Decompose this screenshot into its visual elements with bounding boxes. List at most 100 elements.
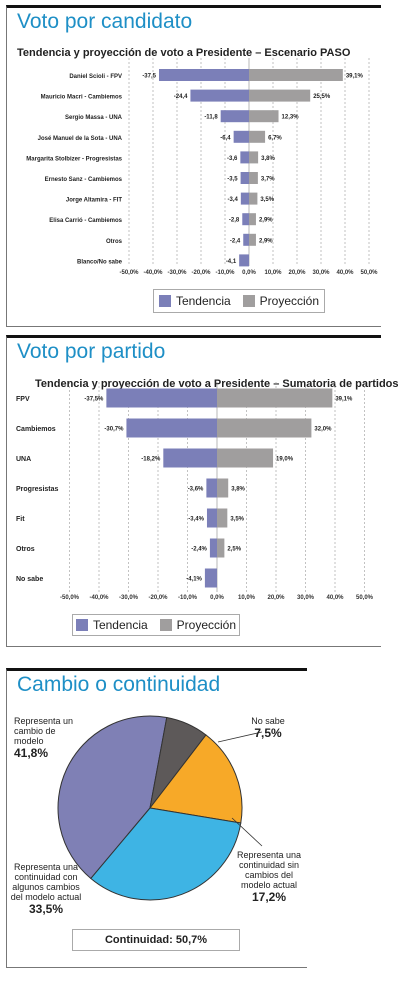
- slice-label-text: Representa un cambio de modelo: [14, 716, 74, 746]
- bar-tendencia: [239, 254, 249, 267]
- x-tick-label: 50,0%: [356, 595, 374, 601]
- x-tick-label: 0,0%: [242, 270, 256, 276]
- bar-chart-candidatos: -50,0% -40,0% -30,0% -20,0% -10,0% 0,0% 10,0% 2…: [26, 58, 378, 276]
- slice-label-continuidad-sin-cambios: Representa una continuidad sin cambios d…: [234, 850, 304, 904]
- category-label: José Manuel de la Sota - UNA: [38, 136, 123, 142]
- legend: Tendencia Proyección: [72, 614, 240, 636]
- category-label: Cambiemos: [16, 426, 56, 433]
- data-label-tendencia: -3,6%: [188, 487, 204, 493]
- x-tick-label: 20,0%: [267, 595, 285, 601]
- bar-proyeccion: [249, 233, 256, 246]
- pie-chart-cambio: [57, 715, 263, 901]
- category-label: Sergio Massa - UNA: [65, 115, 123, 121]
- bar-proyeccion: [249, 192, 258, 205]
- category-label: Margarita Stolbizer - Progresistas: [26, 156, 122, 162]
- panel-title: Voto por candidato: [17, 10, 193, 33]
- bar-tendencia: [206, 478, 217, 498]
- swatch-tendencia: [158, 295, 171, 307]
- data-label-proyeccion: 19,0%: [276, 457, 294, 463]
- category-label: UNA: [16, 456, 31, 463]
- bar-tendencia: [206, 508, 217, 528]
- x-tick-label: 20,0%: [288, 270, 306, 276]
- x-tick-label: -20,0%: [148, 595, 168, 601]
- x-tick-label: 40,0%: [336, 270, 354, 276]
- data-label-tendencia: -6,4: [220, 135, 231, 141]
- data-label-tendencia: -3,4%: [188, 517, 204, 523]
- pie-slice: [90, 807, 242, 901]
- x-tick-label: -40,0%: [89, 595, 109, 601]
- panel-voto-por-candidato: Voto por candidato Tendencia y proyecció…: [6, 5, 381, 327]
- bar-proyeccion: [249, 69, 343, 81]
- bar-proyeccion: [249, 172, 258, 184]
- slice-value: 33,5%: [28, 902, 64, 916]
- x-tick-label: 0,0%: [210, 595, 224, 601]
- category-label: Blanco/No sabe: [77, 259, 123, 265]
- pie-slice: [57, 715, 168, 880]
- x-tick-label: -50,0%: [119, 270, 139, 276]
- bar-proyeccion: [217, 478, 229, 498]
- legend-label: Proyección: [176, 618, 237, 632]
- slice-label-text: Representa una continuidad sin cambios d…: [236, 850, 302, 890]
- x-tick-label: -10,0%: [215, 270, 235, 276]
- category-label: Otros: [16, 546, 35, 553]
- bar-tendencia: [159, 69, 249, 81]
- category-label: Daniel Scioli - FPV: [69, 74, 122, 80]
- x-tick-label: -20,0%: [191, 270, 211, 276]
- legend-label: Tendencia: [175, 294, 231, 308]
- category-label: Mauricio Macri - Cambiemos: [41, 95, 123, 101]
- bar-proyeccion: [217, 388, 333, 408]
- bar-proyeccion: [249, 213, 256, 226]
- data-label-proyeccion: 3,8%: [231, 487, 245, 493]
- bar-tendencia: [204, 568, 217, 588]
- bar-proyeccion: [217, 418, 312, 438]
- legend-item-proyeccion: Proyección: [159, 618, 237, 632]
- bar-tendencia: [106, 388, 217, 408]
- swatch-proyeccion: [159, 619, 172, 631]
- x-tick-label: -50,0%: [60, 595, 80, 601]
- data-label-tendencia: -4,1%: [186, 577, 202, 583]
- data-label-tendencia: -3,6: [227, 156, 238, 162]
- slice-value: 41,8%: [14, 746, 49, 760]
- bar-tendencia: [126, 418, 217, 438]
- category-label: Jorge Altamira - FIT: [66, 198, 122, 204]
- data-label-proyeccion: 3,5%: [260, 197, 274, 203]
- bar-proyeccion: [249, 89, 311, 102]
- legend-item-tendencia: Tendencia: [75, 618, 148, 632]
- data-label-proyeccion: 39,1%: [346, 74, 364, 80]
- category-label: Progresistas: [16, 486, 59, 493]
- x-tick-label: 40,0%: [326, 595, 344, 601]
- bar-tendencia: [190, 89, 249, 102]
- category-label: No sabe: [16, 576, 43, 583]
- data-label-proyeccion: 2,9%: [259, 238, 273, 244]
- category-label: FPV: [16, 396, 30, 403]
- bar-tendencia: [240, 192, 249, 205]
- panel-voto-por-partido: Voto por partido Tendencia y proyección …: [6, 335, 399, 647]
- pie-slice: [149, 734, 243, 824]
- data-label-tendencia: -37,5: [142, 74, 156, 80]
- x-tick-label: 10,0%: [264, 270, 282, 276]
- legend-item-proyeccion: Proyección: [242, 294, 319, 308]
- bar-tendencia: [220, 110, 249, 123]
- slice-value: 17,2%: [251, 890, 287, 904]
- data-label-proyeccion: 3,5%: [230, 517, 244, 523]
- data-label-tendencia: -2,4%: [191, 547, 207, 553]
- bar-tendencia: [163, 448, 217, 468]
- slice-value: 7,5%: [254, 726, 282, 740]
- slice-label-continuidad-con-cambios: Representa una continuidad con algunos c…: [8, 862, 84, 916]
- data-label-proyeccion: 32,0%: [314, 427, 332, 433]
- bar-tendencia: [240, 151, 249, 164]
- legend: Tendencia Proyección: [153, 289, 325, 313]
- bar-proyeccion: [249, 110, 279, 123]
- bar-proyeccion: [217, 538, 225, 558]
- data-label-tendencia: -3,4: [227, 197, 238, 203]
- bar-tendencia: [242, 213, 249, 226]
- legend-label: Tendencia: [92, 618, 148, 632]
- x-tick-label: 10,0%: [238, 595, 256, 601]
- data-label-tendencia: -2,4: [230, 238, 241, 244]
- data-label-tendencia: -11,8: [204, 115, 218, 121]
- data-label-proyeccion: 2,9%: [259, 218, 273, 224]
- panel-title: Voto por partido: [17, 340, 166, 363]
- leader-line: [217, 731, 263, 743]
- bar-tendencia: [209, 538, 217, 558]
- bar-tendencia: [243, 233, 249, 246]
